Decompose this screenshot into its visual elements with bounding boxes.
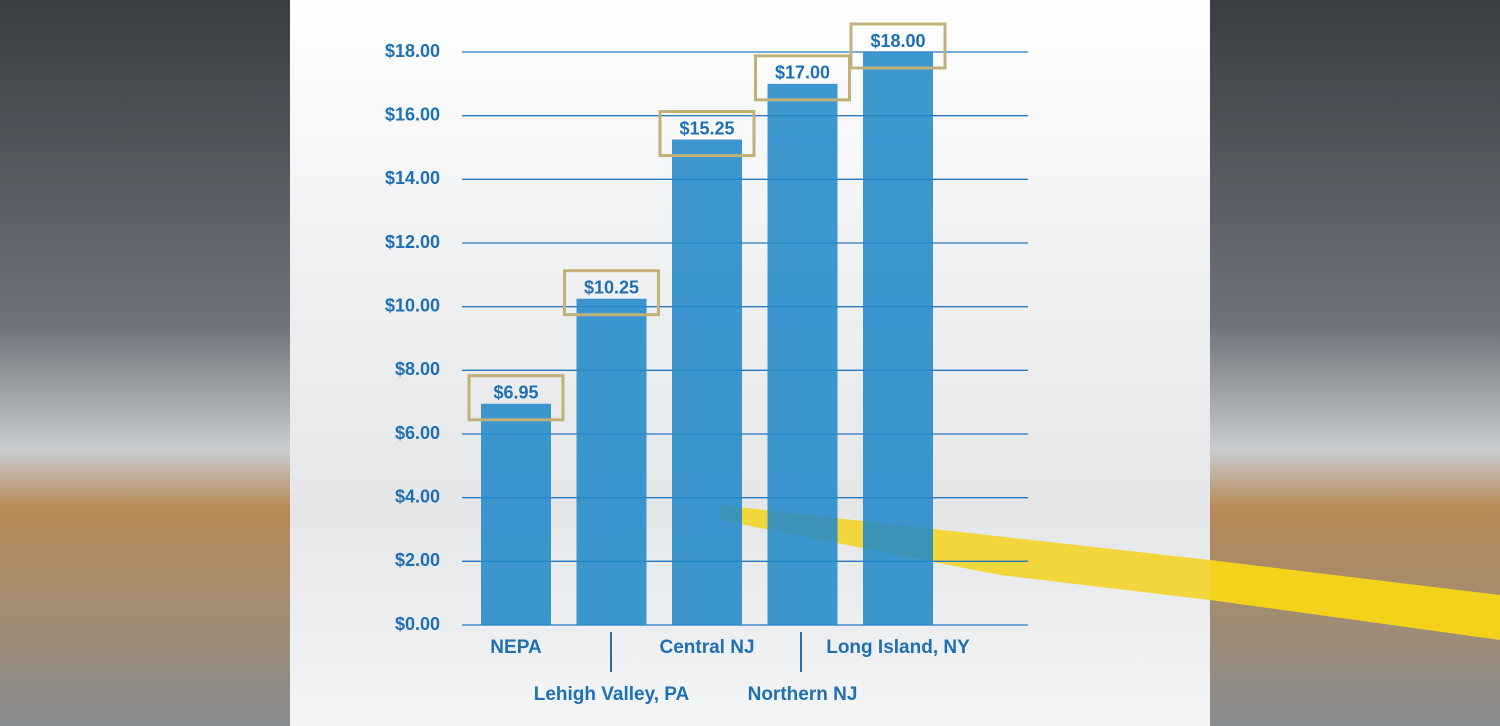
value-label-box xyxy=(849,22,947,70)
y-tick-label: $18.00 xyxy=(385,41,440,61)
bar xyxy=(672,139,742,625)
bar xyxy=(863,52,933,625)
value-label-box xyxy=(754,54,851,102)
photo-center xyxy=(290,0,1210,726)
y-tick-label: $4.00 xyxy=(395,486,440,506)
value-label: $18.00 xyxy=(870,31,925,51)
value-label-box xyxy=(658,110,756,158)
x-tick-label: NEPA xyxy=(490,637,542,658)
y-tick-label: $8.00 xyxy=(395,359,440,379)
value-label: $6.95 xyxy=(493,383,538,403)
rail xyxy=(720,505,1210,600)
bar xyxy=(481,403,551,625)
y-tick-label: $16.00 xyxy=(385,104,440,124)
y-tick-label: $0.00 xyxy=(395,614,440,634)
value-label: $17.00 xyxy=(775,63,830,83)
y-tick-label: $2.00 xyxy=(395,550,440,570)
y-tick-label: $14.00 xyxy=(385,168,440,188)
x-tick-label: Central NJ xyxy=(659,637,754,658)
x-tick-label: Northern NJ xyxy=(748,684,858,705)
bar xyxy=(767,83,838,626)
value-label: $15.25 xyxy=(679,118,734,138)
y-tick-label: $12.00 xyxy=(385,232,440,252)
y-tick-label: $6.00 xyxy=(395,423,440,443)
value-label-box xyxy=(563,269,660,317)
x-tick-label: Lehigh Valley, PA xyxy=(534,684,690,705)
x-tick-label: Long Island, NY xyxy=(826,637,970,658)
bar xyxy=(576,298,647,625)
y-tick-label: $10.00 xyxy=(385,295,440,315)
rail xyxy=(1210,560,1500,640)
photo-left xyxy=(0,0,290,726)
value-label: $10.25 xyxy=(584,277,639,297)
value-label-box xyxy=(467,374,565,422)
